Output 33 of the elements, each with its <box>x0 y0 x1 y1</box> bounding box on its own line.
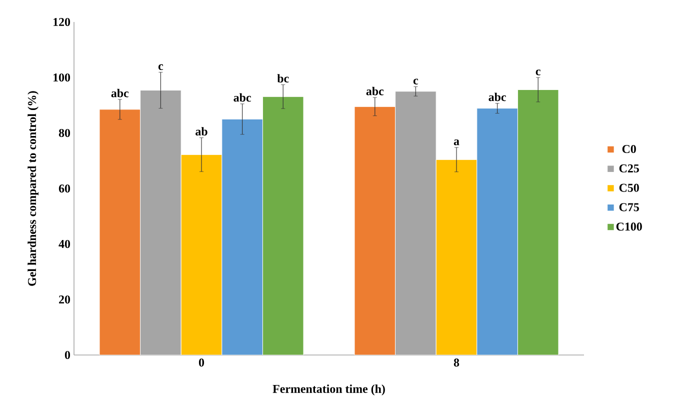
legend-label: C0 <box>622 144 636 154</box>
annotation: abc <box>488 92 506 102</box>
legend-label: C100 <box>616 222 642 231</box>
annotation: abc <box>234 93 251 102</box>
bar <box>180 154 222 355</box>
annotation: abc <box>111 88 129 98</box>
y-tick-label: 100 <box>54 73 70 82</box>
y-tick-label: 0 <box>64 350 70 360</box>
annotation: bc <box>277 74 289 83</box>
legend-label: C50 <box>619 184 639 192</box>
y-tick-label: 20 <box>59 295 70 304</box>
annotation: a <box>454 140 460 146</box>
bar <box>476 108 518 355</box>
y-axis-title: Gel hardness compared to control (%) <box>28 91 38 286</box>
annotation: c <box>158 64 164 70</box>
y-tick-label: 80 <box>58 128 70 138</box>
y-tick-label: 60 <box>58 184 70 193</box>
annotation: abc <box>366 86 384 96</box>
bar <box>262 96 304 355</box>
y-tick-label: 40 <box>58 240 70 248</box>
bar <box>222 118 263 355</box>
annotation: c <box>413 78 418 84</box>
bar <box>99 109 141 355</box>
y-tick-label: 120 <box>54 18 70 26</box>
legend-label: C75 <box>619 203 639 212</box>
bar <box>436 159 478 355</box>
legend-label: C25 <box>619 164 639 172</box>
bar <box>354 106 396 355</box>
annotation: ab <box>196 127 208 136</box>
x-axis-title: Fermentation time (h) <box>272 384 385 396</box>
x-tick-label: 8 <box>454 358 460 367</box>
bar <box>517 89 559 355</box>
annotation: c <box>536 70 540 76</box>
